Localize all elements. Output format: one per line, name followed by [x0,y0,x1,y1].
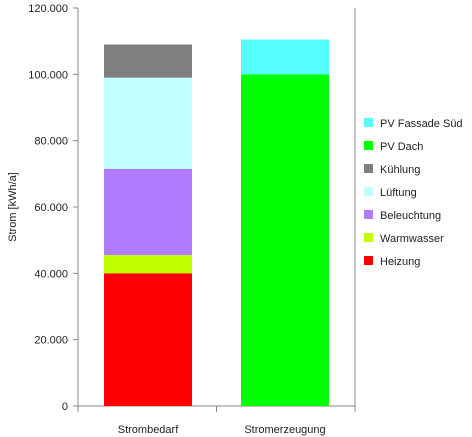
y-tick-label: 20.000 [34,335,68,347]
y-tick-label: 0 [62,401,68,413]
bar-segment [104,255,192,274]
legend: PV Fassade Süd PV Dach Kühlung Lüftung Beleu… [364,118,463,268]
y-tick-label: 60.000 [34,202,68,214]
y-tick-label: 40.000 [34,268,68,280]
x-tick-label: Strombedarf [118,424,179,436]
legend-label: PV Dach [380,141,423,153]
legend-swatch [364,256,373,265]
bar-segment [104,168,192,256]
legend-label: Warmwasser [380,233,444,245]
bar-segment [104,44,192,78]
y-tick-label: 80.000 [34,136,68,148]
legend-swatch [364,141,373,150]
legend-label: Beleuchtung [380,210,441,222]
legend-swatch [364,164,373,173]
bar-segment [241,74,329,406]
y-axis-label: Strom [kWh/a] [7,172,19,242]
legend-label: Lüftung [380,187,417,199]
y-tick-label: 120.000 [28,3,68,15]
legend-swatch [364,187,373,196]
y-axis-ticks: 0 20.000 40.000 60.000 80.000 100.000 120.000 [28,3,78,413]
legend-swatch [364,118,373,127]
legend-label: Kühlung [380,164,420,176]
legend-label: PV Fassade Süd [380,118,463,130]
y-tick-label: 100.000 [28,69,68,81]
bar-segment [241,39,329,75]
legend-swatch [364,210,373,219]
x-axis-labels: Strombedarf Stromerzeugung [77,406,356,436]
legend-label: Heizung [380,256,420,268]
bar-segment [104,77,192,169]
bars [104,39,329,406]
legend-swatch [364,233,373,242]
x-tick-label: Stromerzeugung [244,424,325,436]
bar-segment [104,273,192,406]
